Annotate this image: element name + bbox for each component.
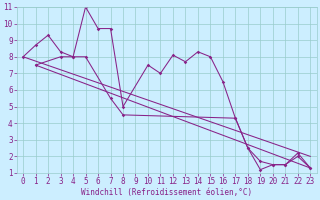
X-axis label: Windchill (Refroidissement éolien,°C): Windchill (Refroidissement éolien,°C) [81, 188, 252, 197]
